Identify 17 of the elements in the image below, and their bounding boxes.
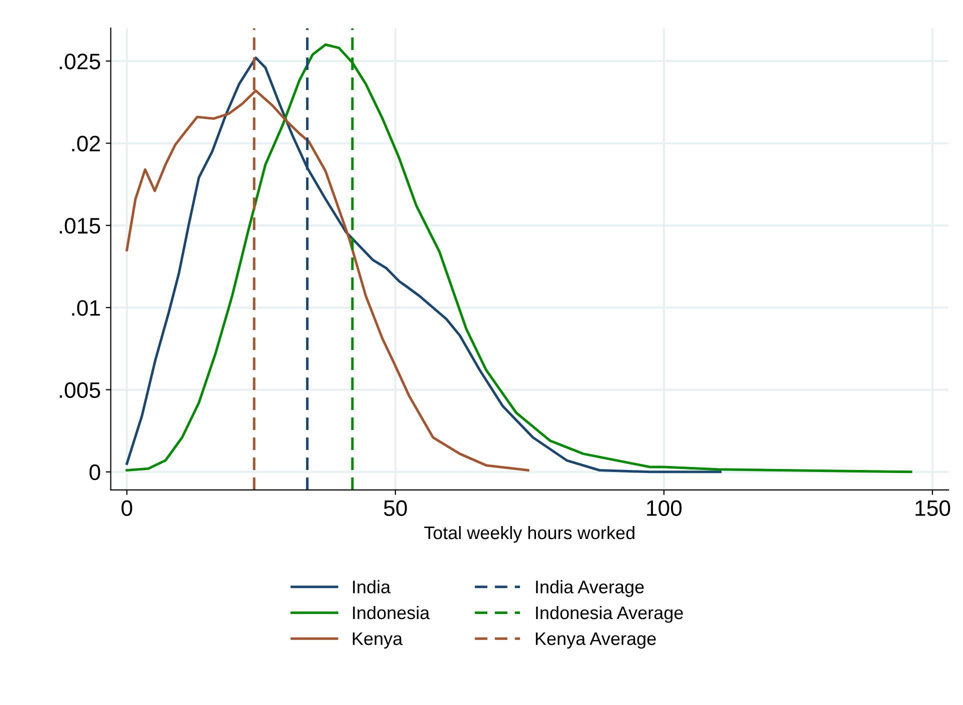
y-tick-label: .025 (60, 54, 100, 70)
legend-label: Indonesia Average (536, 606, 683, 623)
y-tick-label: .015 (60, 218, 100, 234)
x-tick-label: 150 (916, 500, 950, 516)
legend-label: India Average (536, 580, 644, 597)
y-tick-label: .02 (72, 136, 100, 152)
x-axis-title: Total weekly hours worked (424, 526, 634, 543)
y-tick-label: .01 (72, 300, 100, 316)
y-tick-label: 0 (90, 464, 100, 480)
x-tick-label: 0 (122, 500, 132, 516)
legend-label: Indonesia (353, 606, 430, 620)
x-tick-label: 50 (384, 500, 407, 516)
legend-label: India (353, 580, 391, 594)
x-tick-label: 100 (647, 500, 682, 516)
legend-label: Kenya Average (536, 632, 656, 649)
y-tick-label: .005 (60, 382, 100, 398)
legend-label: Kenya (352, 632, 403, 649)
